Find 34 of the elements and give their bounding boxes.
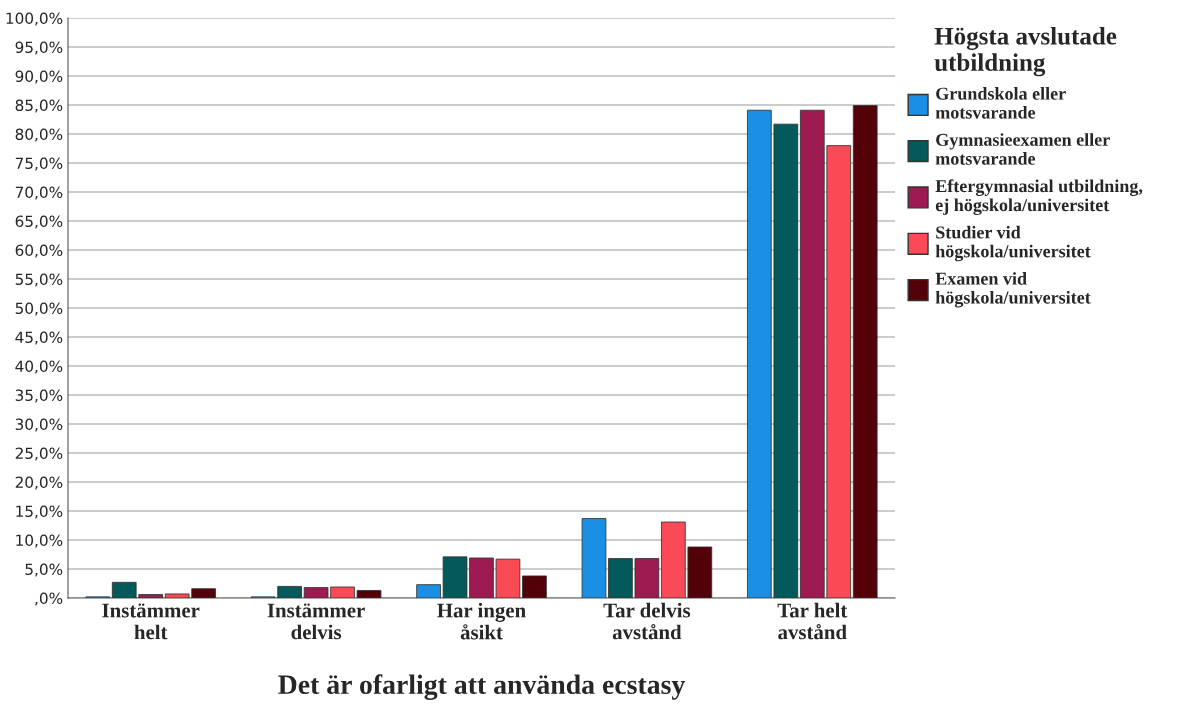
y-tick-label: 65,0% <box>15 215 63 229</box>
x-axis-title: Det är ofarligt att använda ecstasy <box>278 674 686 700</box>
legend-title: Högsta avslutade utbildning <box>934 27 1117 77</box>
y-tick-label: ,0% <box>35 592 63 606</box>
y-tick-label: 5,0% <box>25 563 63 577</box>
y-tick-label: 75,0% <box>15 157 63 171</box>
y-tick-label: 85,0% <box>15 99 63 113</box>
y-tick-label: 20,0% <box>15 476 63 490</box>
x-tick-label: Tar helt avstånd <box>777 602 848 640</box>
y-tick-label: 50,0% <box>15 302 63 316</box>
y-tick-label: 25,0% <box>15 447 63 461</box>
legend-label: Studier vid högskola/universitet <box>935 225 1091 262</box>
x-tick-label: Har ingen åsikt <box>437 602 526 640</box>
legend-label: Grundskola eller motsvarande <box>935 87 1066 119</box>
y-tick-label: 80,0% <box>15 128 63 142</box>
y-tick-label: 100,0% <box>6 12 63 26</box>
y-tick-label: 55,0% <box>15 273 63 287</box>
y-tick-label: 30,0% <box>15 418 63 432</box>
y-tick-label: 45,0% <box>15 331 63 345</box>
y-tick-label: 95,0% <box>15 41 63 55</box>
y-tick-label: 35,0% <box>15 389 63 403</box>
legend-label: Gymnasieexamen eller motsvarande <box>935 133 1110 165</box>
y-tick-label: 60,0% <box>15 244 63 258</box>
legend-label: Eftergymnasial utbildning, ej högskola/universitet <box>935 179 1143 216</box>
x-tick-label: Instämmer helt <box>102 603 200 640</box>
y-tick-label: 70,0% <box>15 186 63 200</box>
y-tick-label: 15,0% <box>16 505 63 519</box>
y-tick-label: 40,0% <box>15 360 63 374</box>
y-tick-label: 10,0% <box>16 534 63 548</box>
x-tick-label: Instämmer delvis <box>267 603 365 640</box>
y-tick-label: 90,0% <box>15 70 63 84</box>
legend-label: Examen vid högskola/universitet <box>935 272 1091 308</box>
bar <box>852 105 878 598</box>
x-tick-label: Tar delvis avstånd <box>603 602 691 640</box>
